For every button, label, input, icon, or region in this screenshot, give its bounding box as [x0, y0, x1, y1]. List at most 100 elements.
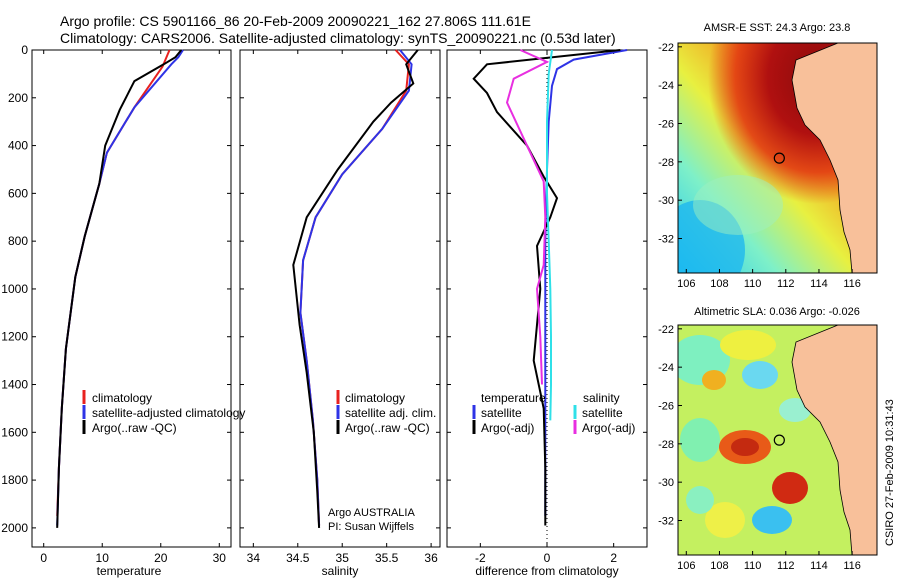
sla-blob	[779, 398, 811, 422]
x-tick-label: 0	[40, 551, 47, 565]
y-tick-label: 1200	[1, 330, 28, 344]
temperature-legend: climatology satellite-adjusted climatolo…	[82, 390, 245, 435]
sla-blob	[752, 506, 792, 534]
pi-text: PI: Susan Wijffels	[328, 521, 414, 533]
x-tick-label: 35.5	[375, 551, 399, 565]
sst-argo-marker	[773, 152, 785, 164]
x-tick-label: 35	[336, 551, 350, 565]
legend-heading-salinity: salinity	[583, 391, 620, 405]
sla-blob	[731, 438, 759, 456]
temperature-ticks: 0 10 20 30 0 200 400 600 800 1000 1200 1400 1600 1800…	[1, 43, 231, 565]
sst-land	[791, 43, 877, 273]
y-tick-label: 600	[8, 186, 28, 200]
series-line-salinity-argo-adj-	[505, 49, 550, 385]
map-y-tick-label: -30	[658, 477, 674, 489]
map-x-tick-label: 108	[710, 278, 728, 290]
sla-map-frame	[677, 324, 878, 556]
map-y-tick-label: -26	[658, 119, 674, 131]
map-y-tick-label: -32	[658, 234, 674, 246]
series-line-argo-raw-qc-	[56, 49, 183, 528]
map-y-tick-label: -24	[658, 362, 674, 374]
title-line-1: Argo profile: CS 5901166_86 20-Feb-2009 …	[60, 13, 531, 29]
map-x-tick-label: 112	[777, 560, 795, 572]
map-x-tick-label: 110	[744, 278, 762, 290]
x-tick-label: 36	[424, 551, 438, 565]
temperature-axes-frame	[31, 49, 232, 548]
legend-label: satellite	[582, 406, 623, 420]
sst-map-field	[678, 43, 877, 273]
sla-blob	[686, 486, 714, 514]
salinity-panel: 34 34.5 35 35.5 36 salinity Argo AUSTRALIA P…	[239, 49, 441, 578]
legend-heading-temperature: temperature	[481, 391, 546, 405]
series-line-salinity-satellite	[546, 49, 553, 421]
sst-map-ticks: 106 108 110 112 114 116 -22 -24 -26 -28 -30 -32	[658, 42, 861, 290]
salinity-lines	[292, 49, 419, 528]
legend-label: climatology	[345, 391, 405, 405]
difference-ticks: -2 0 2	[447, 49, 647, 565]
x-tick-label: 30	[213, 551, 227, 565]
map-y-tick-label: -28	[658, 439, 674, 451]
x-tick-label: -2	[475, 551, 486, 565]
sla-blob	[742, 361, 778, 389]
sst-mid-patch	[693, 175, 783, 235]
x-tick-label: 2	[610, 551, 617, 565]
map-y-tick-label: -22	[658, 324, 674, 336]
temperature-panel: 0 10 20 30 0 200 400 600 800 1000 1200 1400 1600 1800…	[1, 43, 232, 578]
map-x-tick-label: 114	[810, 278, 828, 290]
sla-land	[791, 325, 877, 555]
y-tick-label: 1400	[1, 378, 28, 392]
map-y-tick-label: -26	[658, 401, 674, 413]
map-x-tick-label: 106	[677, 278, 695, 290]
series-line-temperature-argo-adj-	[472, 49, 621, 526]
difference-lines	[472, 49, 628, 526]
sla-map-panel: Altimetric SLA: 0.036 Argo: -0.026 106 10…	[658, 306, 878, 572]
y-tick-label: 0	[21, 43, 28, 57]
legend-label: satellite	[481, 406, 522, 420]
difference-panel: -2 0 2 difference from climatology	[446, 49, 648, 578]
map-y-tick-label: -32	[658, 516, 674, 528]
x-tick-label: 0	[544, 551, 551, 565]
y-tick-label: 200	[8, 91, 28, 105]
legend-label: satellite adj. clim.	[345, 406, 436, 420]
x-tick-label: 10	[96, 551, 110, 565]
sst-map-frame	[677, 42, 878, 274]
x-tick-label: 20	[154, 551, 168, 565]
map-x-tick-label: 116	[843, 560, 861, 572]
x-tick-label: 34.5	[286, 551, 310, 565]
legend-label: Argo(..raw -QC)	[92, 421, 177, 435]
sla-map-field	[678, 325, 877, 555]
map-y-tick-label: -28	[658, 157, 674, 169]
map-x-tick-label: 108	[710, 560, 728, 572]
sla-blob	[705, 502, 745, 538]
map-x-tick-label: 106	[677, 560, 695, 572]
sla-blob	[680, 418, 720, 462]
y-tick-label: 400	[8, 139, 28, 153]
y-tick-label: 800	[8, 234, 28, 248]
sla-argo-marker	[773, 434, 785, 446]
map-x-tick-label: 116	[843, 278, 861, 290]
map-y-tick-label: -30	[658, 195, 674, 207]
sst-map-title: AMSR-E SST: 24.3 Argo: 23.8	[704, 22, 851, 34]
sla-map-title: Altimetric SLA: 0.036 Argo: -0.026	[694, 306, 860, 318]
map-x-tick-label: 110	[744, 560, 762, 572]
sla-blob	[772, 472, 808, 504]
title-line-2: Climatology: CARS2006. Satellite-adjuste…	[60, 30, 616, 46]
legend-label: climatology	[92, 391, 152, 405]
credit-text: Argo AUSTRALIA	[328, 507, 415, 519]
timestamp-stamp: CSIRO 27-Feb-2009 10:31:43	[884, 399, 896, 546]
map-x-tick-label: 112	[777, 278, 795, 290]
y-tick-label: 1800	[1, 473, 28, 487]
y-tick-label: 1000	[1, 282, 28, 296]
legend-label: Argo(-adj)	[582, 421, 635, 435]
legend-label: Argo(..raw -QC)	[345, 421, 430, 435]
temperature-lines	[56, 49, 184, 528]
difference-legend: temperature salinity satellite Argo(-adj…	[472, 391, 635, 435]
legend-label: Argo(-adj)	[481, 421, 534, 435]
sst-map-panel: AMSR-E SST: 24.3 Argo: 23.8 106 108 110 112…	[658, 22, 878, 290]
map-y-tick-label: -24	[658, 80, 674, 92]
salinity-axes-frame	[239, 49, 441, 548]
difference-xlabel: difference from climatology	[475, 564, 618, 578]
salinity-xlabel: salinity	[322, 564, 359, 578]
x-tick-label: 34	[247, 551, 261, 565]
